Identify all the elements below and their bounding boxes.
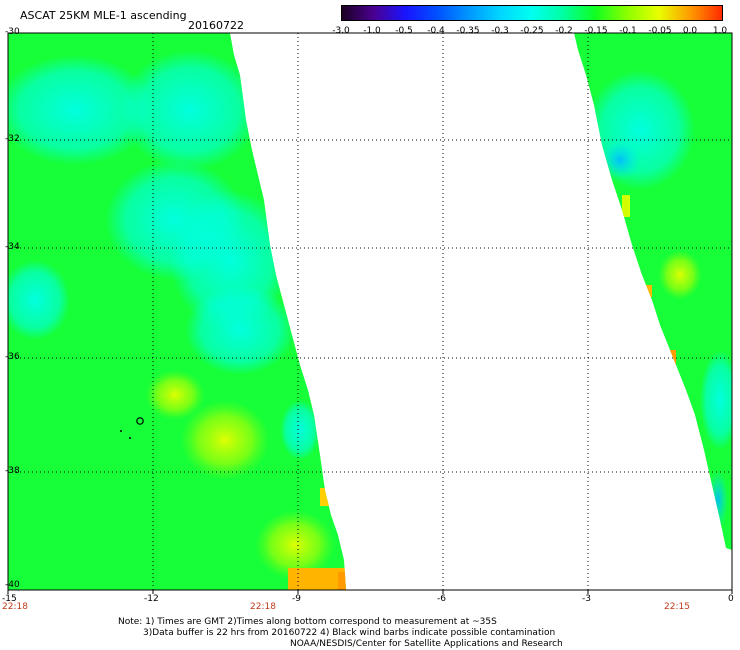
swath-time-label: 22:18 [250,602,276,612]
colorbar-tick-label: -0.35 [456,26,480,36]
colorbar-tick-label: -0.3 [491,26,509,36]
wind-barb-dot [129,437,131,439]
colorbar-tick-label: -0.25 [520,26,544,36]
product-title: ASCAT 25KM MLE-1 ascending [20,9,187,22]
lon-label: -12 [144,594,159,604]
lat-label: -30 [5,27,20,37]
swath-time-label: 22:18 [2,602,28,612]
lon-label: -15 [2,594,17,604]
gridlines [8,33,732,590]
colorbar-tick-label: 0.0 [682,26,698,36]
lat-label: -36 [5,352,20,362]
contamination-marker [136,417,144,425]
colorbar-tick-label: -0.15 [584,26,608,36]
colorbar-tick-label: -0.5 [395,26,413,36]
colorbar-tick-label: -3.0 [332,26,350,36]
swath-time-label: 22:15 [664,602,690,612]
left-swath [8,33,346,590]
map-frame [7,32,733,591]
colorbar [341,5,723,21]
colorbar-tick-label: -0.1 [619,26,637,36]
lat-label: -32 [5,134,20,144]
footer-note-line1: Note: 1) Times are GMT 2)Times along bot… [118,617,497,627]
colorbar-tick-label: 1.0 [712,26,728,36]
colorbar-tick-label: -1.0 [363,26,381,36]
axis-ticks [7,590,733,594]
colorbar-tick-label: -0.05 [648,26,672,36]
colorbar-tick-label: -0.4 [427,26,445,36]
lat-label: -38 [5,466,20,476]
lat-label: -34 [5,242,20,252]
footer-note-line2: 3)Data buffer is 22 hrs from 20160722 4)… [143,628,556,638]
lat-label: -40 [5,580,20,590]
lon-label: -3 [582,594,591,604]
right-swath [574,33,732,550]
colorbar-tick-label: -0.2 [555,26,573,36]
footer-credit: NOAA/NESDIS/Center for Satellite Applica… [290,639,563,649]
product-date: 20160722 [188,19,244,32]
lon-label: 0 [728,594,734,604]
lon-label: -6 [437,594,446,604]
colorbar-tick-labels: -3.0 -1.0 -0.5 -0.4 -0.35 -0.3 -0.25 -0.… [0,26,740,38]
wind-barb-dot [120,430,122,432]
lon-label: -9 [292,594,301,604]
